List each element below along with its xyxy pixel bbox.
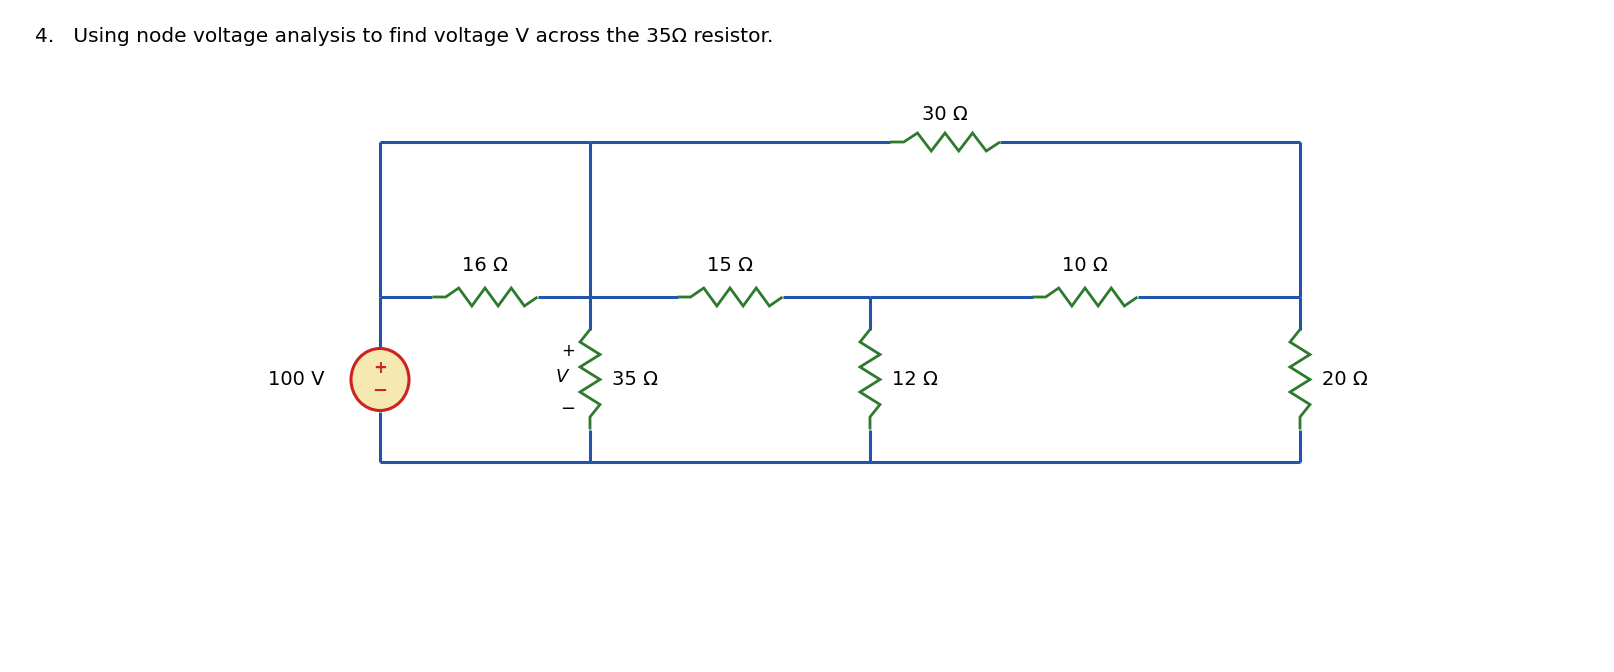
Text: +: +	[562, 343, 575, 360]
Text: −: −	[373, 382, 387, 400]
Text: 16 Ω: 16 Ω	[462, 256, 508, 275]
Text: 100 V: 100 V	[268, 370, 324, 389]
Text: 10 Ω: 10 Ω	[1062, 256, 1107, 275]
Text: 35 Ω: 35 Ω	[612, 370, 659, 389]
Text: 15 Ω: 15 Ω	[707, 256, 754, 275]
Text: 30 Ω: 30 Ω	[922, 105, 968, 124]
Text: 20 Ω: 20 Ω	[1322, 370, 1367, 389]
Text: 12 Ω: 12 Ω	[893, 370, 938, 389]
Text: +: +	[373, 359, 387, 377]
Text: −: −	[560, 401, 576, 419]
Text: 4.   Using node voltage analysis to find voltage V across the 35Ω resistor.: 4. Using node voltage analysis to find v…	[36, 28, 773, 46]
Text: V: V	[555, 368, 568, 386]
Ellipse shape	[350, 349, 408, 411]
